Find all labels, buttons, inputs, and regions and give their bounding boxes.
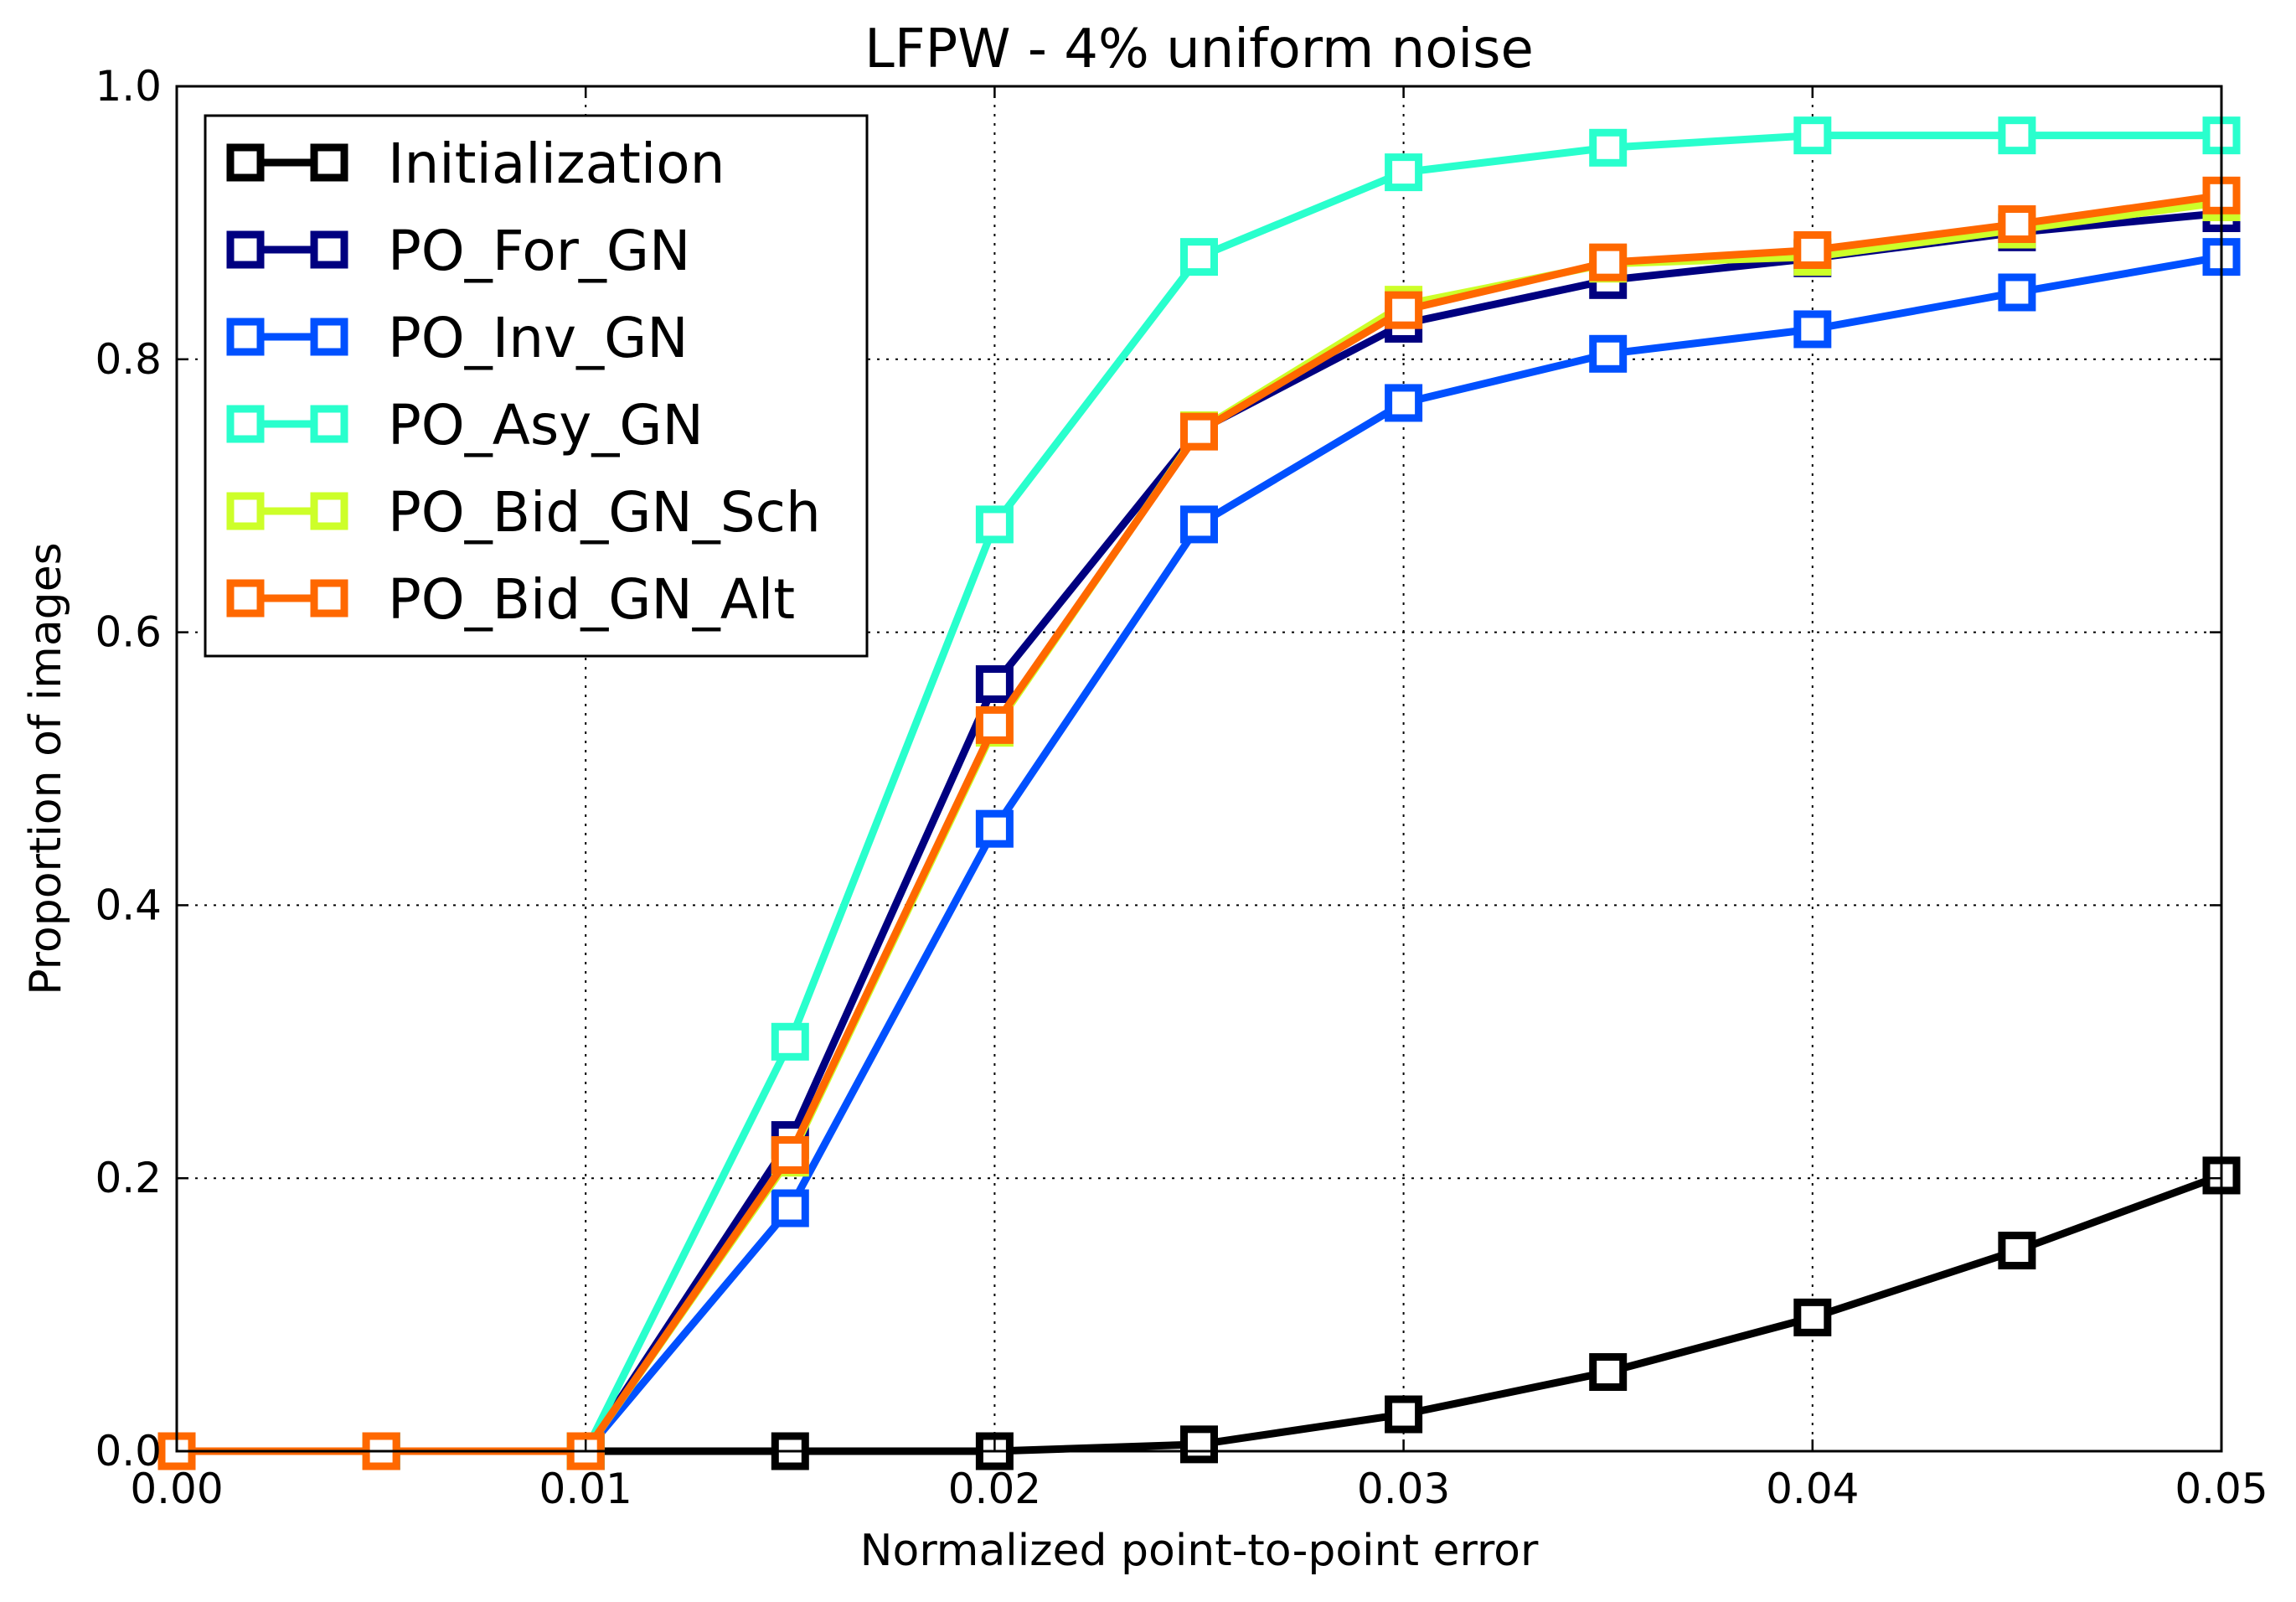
y-tick-label: 0.8 [95,335,162,384]
data-point-marker [1998,116,2036,155]
data-point-marker [1589,334,1628,373]
y-tick-label: 0.0 [95,1427,162,1475]
legend-marker [226,230,265,269]
x-tick-label: 0.00 [130,1465,223,1513]
chart-title: LFPW - 4% uniform noise [864,18,1534,80]
data-point-marker [1180,1425,1218,1464]
legend-marker [310,405,348,443]
x-tick-label: 0.05 [2175,1465,2268,1513]
legend-marker [310,492,348,530]
data-point-marker [1793,230,1832,269]
data-point-marker [1385,384,1423,422]
legend-marker [226,143,265,182]
data-point-marker [1793,310,1832,349]
legend-marker [310,230,348,269]
axis-ticks: 0.00 0.01 0.02 0.03 0.04 0.05 0.0 0.2 0.4 0.6 0.8 1… [95,62,2268,1513]
y-tick-label: 1.0 [95,62,162,111]
data-point-marker [1180,238,1218,276]
legend-label: PO_Asy_GN [388,393,704,457]
x-axis-title: Normalized point-to-point error [860,1526,1539,1576]
legend-marker [310,143,348,182]
data-point-marker [1589,243,1628,282]
data-point-marker [1385,153,1423,192]
legend-label: PO_For_GN [388,219,690,283]
data-point-marker [1589,1353,1628,1392]
data-point-marker [771,1136,809,1175]
grid-lines [177,86,2221,1451]
legend-label: PO_Bid_GN_Sch [388,480,821,545]
x-tick-label: 0.04 [1766,1465,1859,1513]
legend-label: Initialization [388,132,725,196]
legend-label: PO_Bid_GN_Alt [388,567,795,632]
legend-marker [226,579,265,618]
legend-marker [310,579,348,618]
data-point-marker [975,665,1014,704]
legend-item: PO_Bid_GN_Sch [226,480,821,545]
data-point-marker [1180,412,1218,451]
y-tick-label: 0.2 [95,1154,162,1202]
legend-item: Initialization [226,132,725,196]
data-point-marker [1998,1232,2036,1270]
data-point-marker [1793,1298,1832,1336]
x-tick-label: 0.03 [1357,1465,1450,1513]
legend-item: PO_Asy_GN [226,393,704,457]
data-point-marker [975,809,1014,848]
data-point-marker [1385,291,1423,329]
data-point-marker [771,1022,809,1061]
legend-marker [226,405,265,443]
y-tick-label: 0.4 [95,881,162,929]
data-point-marker [975,705,1014,744]
data-point-marker [1998,205,2036,244]
legend-item: PO_Bid_GN_Alt [226,567,795,632]
data-point-marker [975,505,1014,544]
legend: Initialization PO_For_GN PO_Inv_GN PO_Asy_G… [204,114,869,658]
legend-marker [310,318,348,356]
legend-box [204,114,869,658]
legend-item: PO_Inv_GN [226,306,689,370]
legend-label: PO_Inv_GN [388,306,689,370]
x-tick-label: 0.01 [539,1465,632,1513]
data-point-marker [1180,505,1218,544]
data-point-marker [1793,116,1832,155]
legend-item: PO_For_GN [226,219,690,283]
x-tick-label: 0.02 [948,1465,1041,1513]
data-point-marker [1998,273,2036,312]
y-tick-label: 0.6 [95,608,162,657]
data-point-marker [1589,128,1628,167]
legend-marker [226,318,265,356]
y-axis-title: Proportion of images [21,542,71,995]
legend-marker [226,492,265,530]
plot-area-frame [175,85,2223,1453]
data-point-marker [1385,1395,1423,1434]
data-point-marker [771,1189,809,1227]
